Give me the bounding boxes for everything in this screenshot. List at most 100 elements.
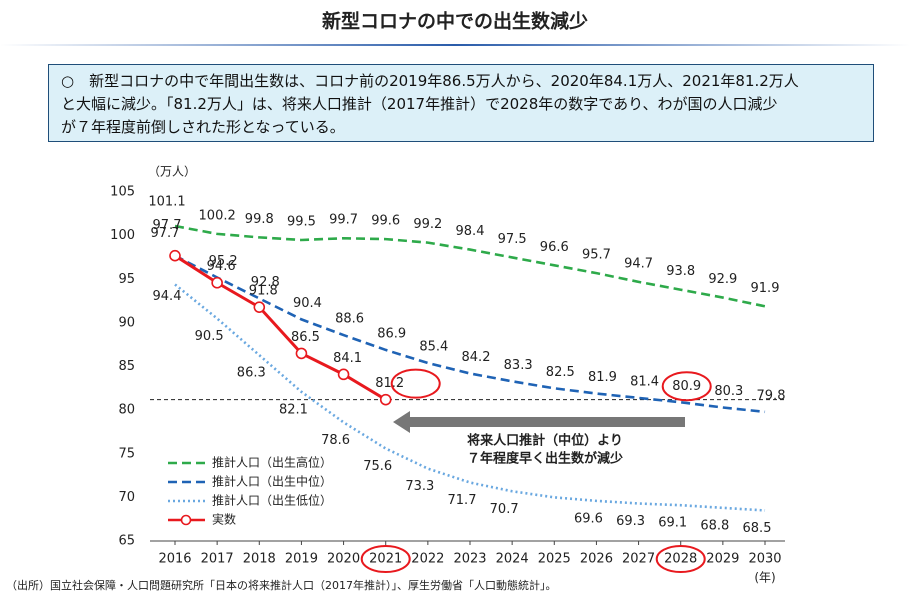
marker	[295, 347, 308, 360]
x-tick-label: 2027	[622, 552, 655, 567]
highlight	[655, 545, 706, 573]
value-label: 79.8	[757, 388, 786, 403]
highlight	[661, 371, 712, 402]
x-tick-label: 2030	[748, 552, 781, 567]
value-label: 78.6	[321, 433, 350, 448]
value-label: 68.5	[743, 521, 772, 536]
value-label: 81.4	[630, 374, 659, 389]
y-tick-label: 65	[118, 534, 135, 549]
x-tick-label: 2028	[664, 552, 697, 567]
value-label: 92.8	[251, 275, 280, 290]
x-tick-label: 2016	[158, 552, 191, 567]
value-label: 94.7	[624, 256, 653, 271]
marker	[211, 276, 223, 289]
y-unit: （万人）	[148, 165, 196, 179]
value-label: 86.3	[237, 366, 266, 381]
value-label: 95.2	[209, 254, 238, 269]
summary-line: が７年程度前倒しされた形となっている。	[61, 118, 345, 136]
value-label: 94.4	[153, 289, 182, 304]
value-label: 97.7	[153, 218, 182, 233]
y-tick-label: 90	[118, 315, 135, 330]
value-label: 99.7	[329, 213, 358, 228]
x-tick-label: 2023	[453, 552, 486, 567]
value-label: 90.5	[195, 329, 224, 344]
arrow	[393, 411, 685, 433]
x-tick-label: 2025	[538, 552, 571, 567]
annotation: ７年程度早く出生数が減少	[467, 451, 623, 467]
x-tick-label: 2029	[706, 552, 739, 567]
x-tick-label: 2020	[327, 552, 360, 567]
value-label: 83.3	[504, 358, 533, 373]
y-tick-label: 80	[118, 403, 135, 418]
marker	[379, 393, 392, 406]
series-line	[174, 283, 766, 512]
legend-label: 実数	[212, 512, 236, 527]
title-rule	[0, 44, 910, 46]
value-label: 69.3	[616, 514, 645, 529]
value-label: 95.7	[582, 248, 611, 263]
legend-label: 推計人口（出生中位）	[212, 474, 332, 489]
x-unit: (年)	[754, 571, 775, 585]
y-tick-label: 75	[118, 446, 135, 461]
legend-marker	[180, 514, 192, 526]
summary-line: ○ 新型コロナの中で年間出生数は、コロナ前の2019年86.5万人から、2020…	[61, 72, 799, 90]
value-label: 91.8	[249, 284, 278, 299]
value-label: 90.4	[293, 296, 322, 311]
x-tick-label: 2026	[580, 552, 613, 567]
title: 新型コロナの中での出生数減少	[322, 10, 588, 33]
marker	[169, 249, 181, 262]
value-label: 69.6	[574, 511, 603, 526]
value-label: 92.9	[708, 272, 737, 287]
legend-label: 推計人口（出生高位）	[212, 455, 332, 470]
value-label: 85.4	[419, 340, 448, 355]
value-label: 96.6	[540, 240, 569, 255]
x-tick-label: 2018	[243, 552, 276, 567]
value-label: 84.1	[333, 351, 362, 366]
value-label: 84.2	[462, 350, 491, 365]
value-label: 86.5	[291, 330, 320, 345]
value-label: 98.4	[456, 224, 485, 239]
highlight	[390, 368, 441, 399]
value-label: 73.3	[405, 479, 434, 494]
annotation: 将来人口推計（中位）より	[467, 433, 623, 449]
legend-label: 推計人口（出生低位）	[212, 493, 332, 508]
value-label: 99.8	[245, 212, 274, 227]
value-label: 71.7	[448, 493, 477, 508]
value-label: 75.6	[363, 459, 392, 474]
y-tick-label: 85	[118, 359, 135, 374]
value-label: 99.6	[371, 214, 400, 229]
summary-box: ○ 新型コロナの中で年間出生数は、コロナ前の2019年86.5万人から、2020…	[48, 64, 874, 142]
x-tick-label: 2024	[496, 552, 529, 567]
y-tick-label: 95	[118, 272, 135, 287]
y-tick-label: 100	[110, 228, 135, 243]
summary-line: と大幅に減少。「81.2万人」は、将来人口推計（2017年推計）で2028年の数…	[61, 95, 778, 113]
value-label: 91.9	[751, 281, 780, 296]
value-label: 68.8	[700, 518, 729, 533]
series-line	[174, 224, 766, 308]
value-label: 99.2	[413, 217, 442, 232]
value-label: 70.7	[490, 502, 519, 517]
value-label: 93.8	[666, 264, 695, 279]
source: （出所）国立社会保障・人口問題研究所「日本の将来推計人口（2017年推計）」、厚…	[6, 578, 557, 592]
x-tick-label: 2022	[411, 552, 444, 567]
marker	[337, 368, 350, 381]
value-label: 69.1	[658, 516, 687, 531]
value-label: 82.1	[279, 402, 308, 417]
y-tick-label: 105	[110, 185, 135, 200]
value-label: 94.6	[207, 259, 236, 274]
value-label: 81.2	[375, 376, 404, 391]
value-label: 81.9	[588, 370, 617, 385]
x-tick-label: 2019	[285, 552, 318, 567]
value-label: 86.9	[377, 326, 406, 341]
value-label: 100.2	[199, 208, 236, 223]
x-tick-label: 2017	[201, 552, 234, 567]
value-label: 97.7	[151, 226, 180, 241]
value-label: 80.3	[714, 384, 743, 399]
marker	[253, 301, 266, 313]
value-label: 99.5	[287, 214, 316, 229]
x-tick-label: 2021	[369, 552, 402, 567]
value-label: 80.9	[672, 379, 701, 394]
value-label: 97.5	[498, 232, 527, 247]
